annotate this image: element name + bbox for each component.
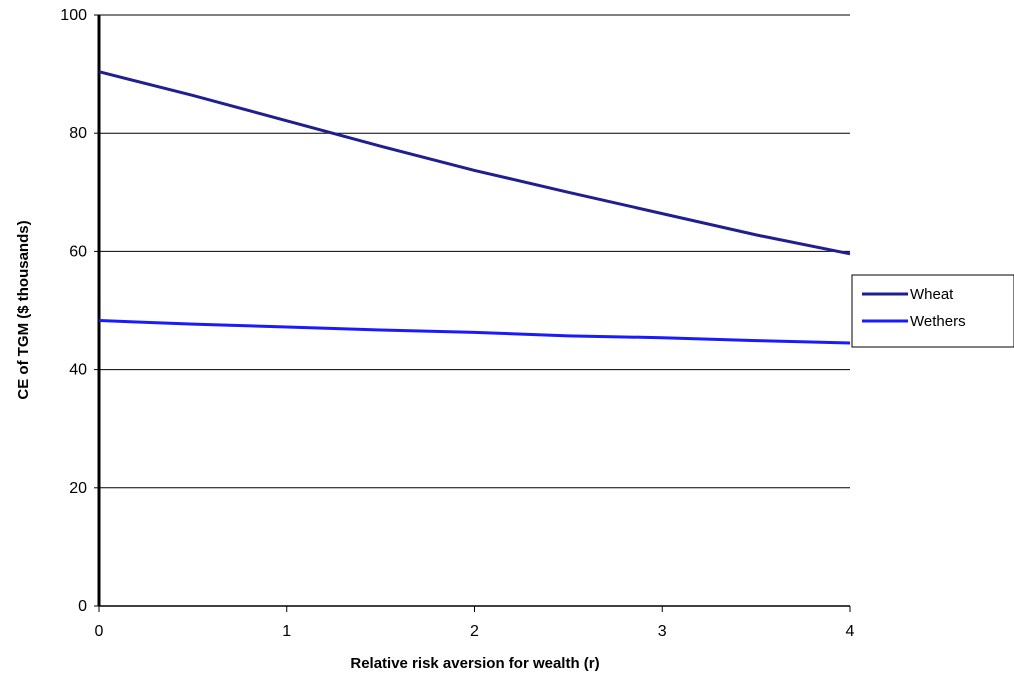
legend-label-wethers: Wethers: [910, 313, 966, 330]
series-lines: [98, 70, 851, 345]
x-tick-label: 2: [470, 623, 479, 640]
series-line-wethers: [98, 319, 851, 345]
y-tick-label: 20: [69, 480, 87, 497]
gridlines: [99, 14, 850, 489]
x-axis-title: Relative risk aversion for wealth (r): [350, 655, 599, 672]
y-tick-label: 60: [69, 243, 87, 260]
legend-label-wheat: Wheat: [910, 286, 954, 303]
y-axis-title: CE of TGM ($ thousands): [15, 220, 32, 399]
y-tick-label: 40: [69, 362, 87, 379]
legend: Wheat Wethers: [851, 274, 1014, 348]
y-tick-label: 0: [78, 598, 87, 615]
y-tick-label: 100: [60, 7, 87, 24]
axes: [94, 14, 851, 612]
x-tick-label: 3: [658, 623, 667, 640]
series-line-wheat: [98, 70, 851, 256]
x-tick-label: 4: [846, 623, 855, 640]
legend-box: [851, 274, 1014, 348]
y-tick-label: 80: [69, 125, 87, 142]
tick-labels: 0 20 40 60 80 100 0 1 2 3 4: [60, 7, 854, 640]
x-tick-label: 0: [95, 623, 104, 640]
x-tick-label: 1: [282, 623, 291, 640]
